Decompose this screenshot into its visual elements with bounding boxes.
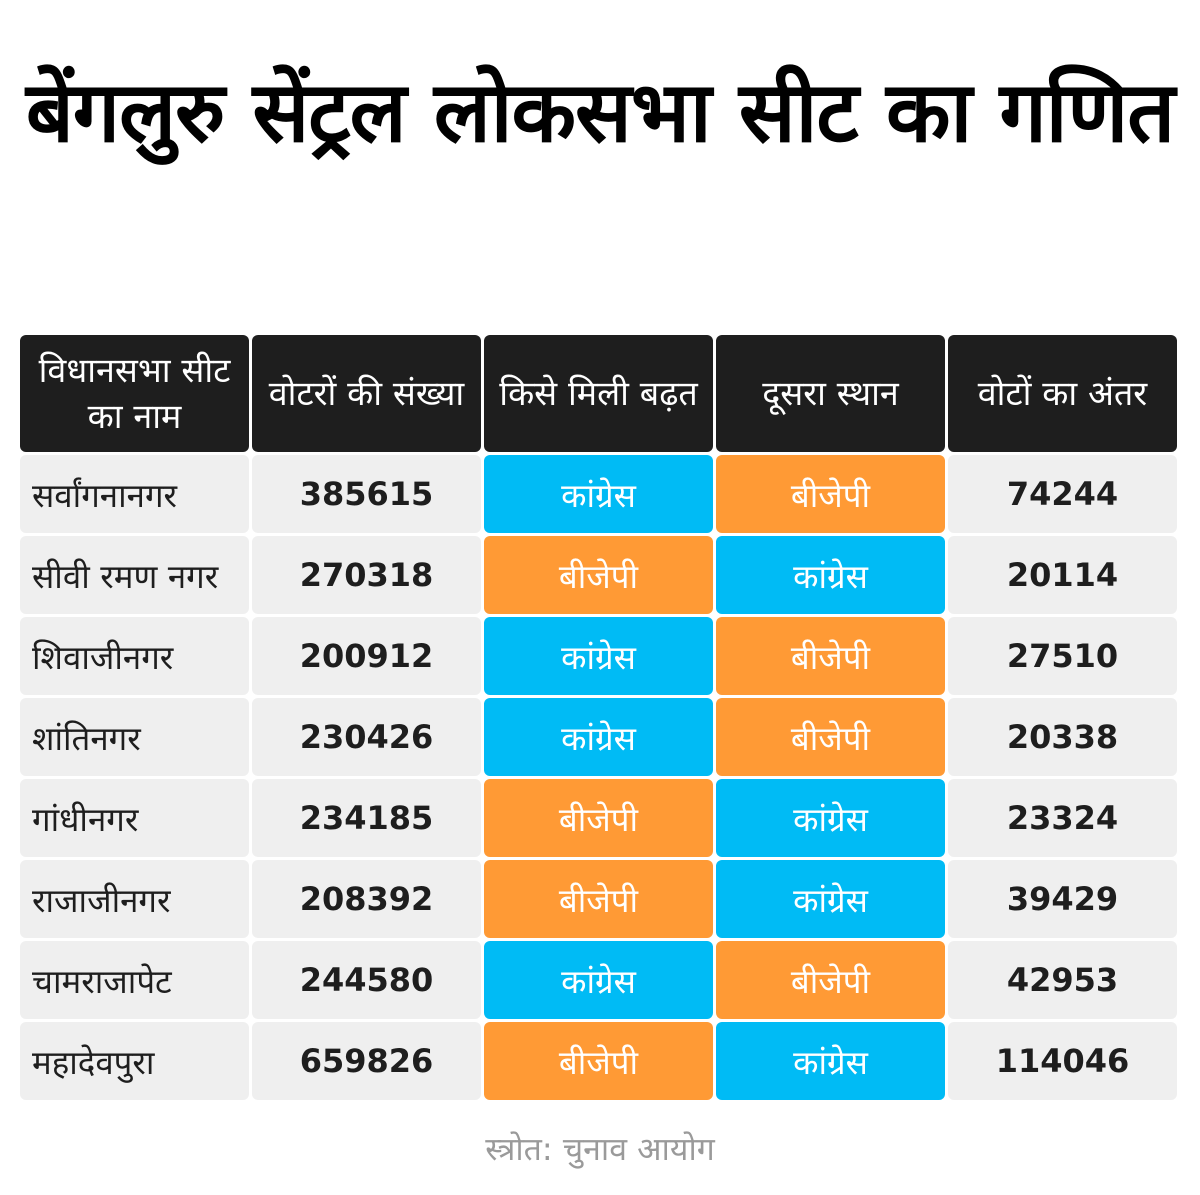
cell-vote-margin: 27510 [948, 617, 1177, 695]
cell-lead-party: कांग्रेस [484, 941, 713, 1019]
cell-voter-count: 270318 [252, 536, 481, 614]
cell-seat-name: शांतिनगर [20, 698, 249, 776]
cell-second-party: बीजेपी [716, 617, 945, 695]
cell-second-party: कांग्रेस [716, 779, 945, 857]
cell-vote-margin: 39429 [948, 860, 1177, 938]
cell-vote-margin: 23324 [948, 779, 1177, 857]
cell-lead-party: बीजेपी [484, 779, 713, 857]
header-lead: किसे मिली बढ़त [484, 335, 713, 452]
cell-lead-party: कांग्रेस [484, 698, 713, 776]
header-second-place: दूसरा स्थान [716, 335, 945, 452]
cell-seat-name: महादेवपुरा [20, 1022, 249, 1100]
cell-seat-name: सीवी रमण नगर [20, 536, 249, 614]
header-seat-name: विधानसभा सीट का नाम [20, 335, 249, 452]
cell-voter-count: 385615 [252, 455, 481, 533]
header-vote-margin: वोटों का अंतर [948, 335, 1177, 452]
cell-second-party: बीजेपी [716, 941, 945, 1019]
cell-lead-party: बीजेपी [484, 536, 713, 614]
cell-seat-name: सर्वांगनानगर [20, 455, 249, 533]
cell-lead-party: बीजेपी [484, 860, 713, 938]
cell-seat-name: शिवाजीनगर [20, 617, 249, 695]
cell-vote-margin: 74244 [948, 455, 1177, 533]
cell-voter-count: 208392 [252, 860, 481, 938]
cell-voter-count: 200912 [252, 617, 481, 695]
page-title: बेंगलुरु सेंट्रल लोकसभा सीट का गणित [25, 63, 1175, 161]
cell-second-party: कांग्रेस [716, 536, 945, 614]
cell-voter-count: 230426 [252, 698, 481, 776]
cell-lead-party: कांग्रेस [484, 617, 713, 695]
source-note: स्त्रोत: चुनाव आयोग [485, 1130, 715, 1168]
cell-lead-party: कांग्रेस [484, 455, 713, 533]
cell-lead-party: बीजेपी [484, 1022, 713, 1100]
header-voter-count: वोटरों की संख्या [252, 335, 481, 452]
cell-seat-name: चामराजापेट [20, 941, 249, 1019]
cell-vote-margin: 42953 [948, 941, 1177, 1019]
cell-second-party: कांग्रेस [716, 1022, 945, 1100]
cell-second-party: बीजेपी [716, 455, 945, 533]
cell-voter-count: 244580 [252, 941, 481, 1019]
cell-voter-count: 234185 [252, 779, 481, 857]
results-table: विधानसभा सीट का नाम वोटरों की संख्या किस… [20, 335, 1180, 1100]
cell-second-party: कांग्रेस [716, 860, 945, 938]
cell-vote-margin: 20338 [948, 698, 1177, 776]
cell-voter-count: 659826 [252, 1022, 481, 1100]
cell-seat-name: राजाजीनगर [20, 860, 249, 938]
cell-seat-name: गांधीनगर [20, 779, 249, 857]
cell-vote-margin: 20114 [948, 536, 1177, 614]
cell-vote-margin: 114046 [948, 1022, 1177, 1100]
cell-second-party: बीजेपी [716, 698, 945, 776]
